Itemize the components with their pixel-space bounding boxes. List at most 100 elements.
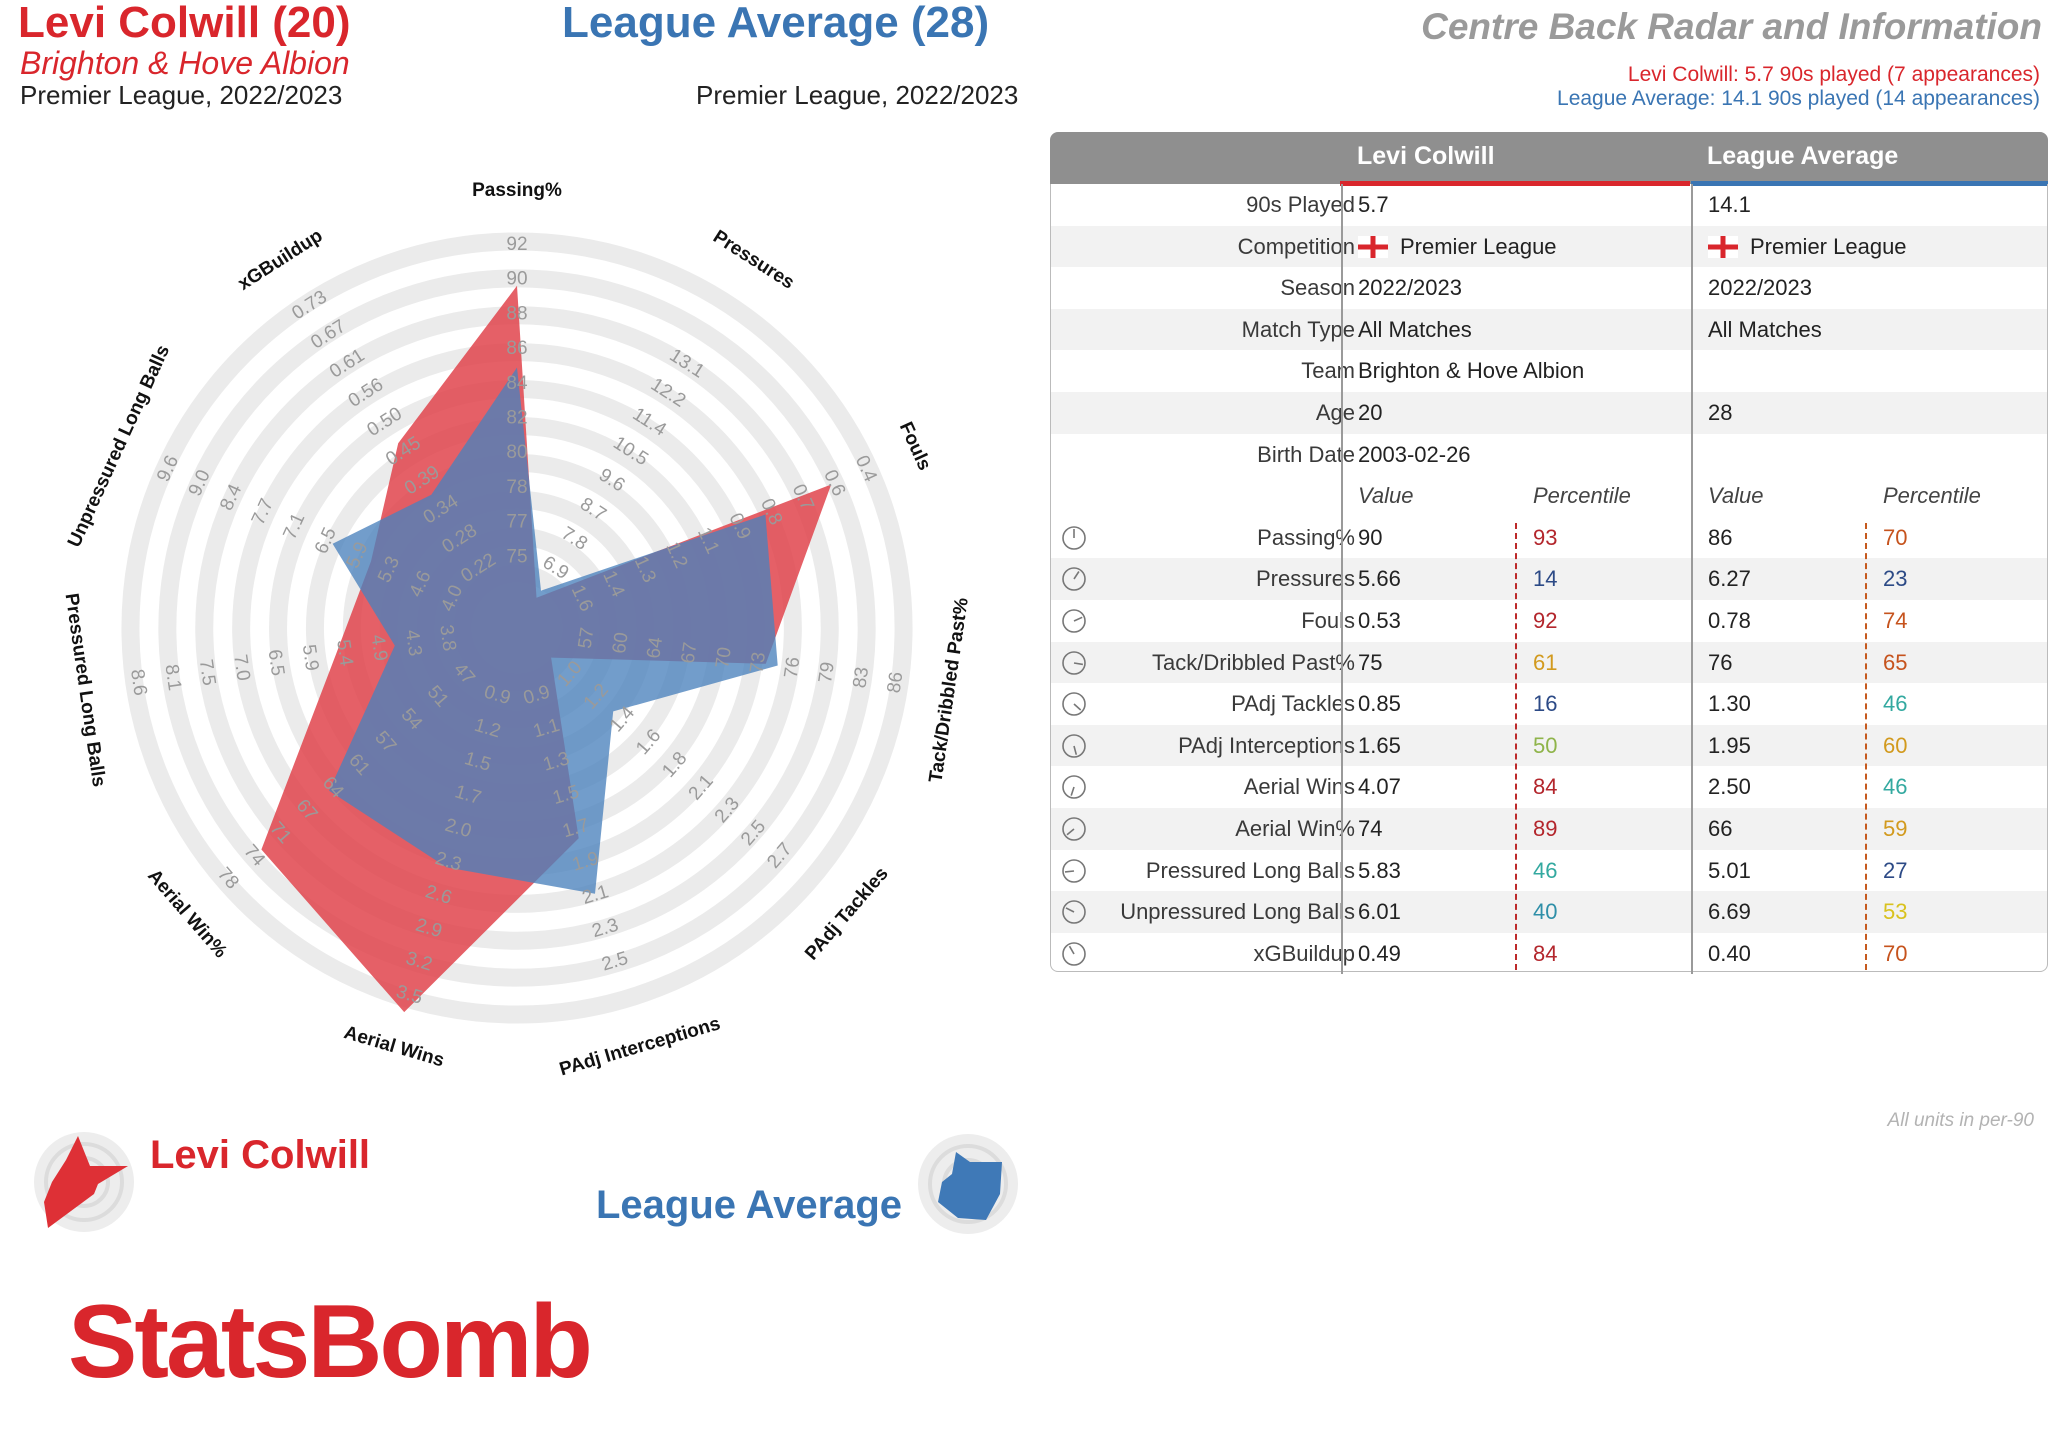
league-competition: Premier League, 2022/2023 (696, 80, 1019, 110)
radar-tick-label: 92 (506, 234, 527, 255)
league-stat-percentile: 74 (1883, 608, 1908, 633)
league-stat-value: 1.95 (1708, 732, 1751, 758)
player-info-value: All Matches (1358, 316, 1472, 342)
league-stat-value: 5.01 (1708, 857, 1751, 883)
row-label: Age (1315, 400, 1355, 425)
percentile-divider (1865, 522, 1867, 971)
player-stat-value: 5.66 (1358, 566, 1401, 592)
stat-label: Passing% (1257, 524, 1355, 550)
league-stat-percentile: 59 (1883, 816, 1908, 841)
dial-icon (1062, 609, 1086, 633)
table-header: Levi Colwill League Average (1050, 132, 2048, 186)
stat-label: xGBuildup (1253, 940, 1355, 966)
radar-axis-label: Fouls (895, 419, 935, 474)
dial-icon (1062, 775, 1086, 800)
radar-tick-label: 64 (643, 635, 667, 659)
league-info-value: Premier League (1750, 233, 1907, 259)
radar-axis-label: Passing% (472, 180, 562, 201)
radar-tick-label: 82 (506, 408, 527, 429)
radar-tick-label: 67 (678, 641, 702, 665)
league-stat-value: 2.50 (1708, 774, 1751, 800)
radar-tick-label: 73 (746, 651, 770, 675)
radar-tick-label: 8.6 (126, 668, 151, 697)
player-competition: Premier League, 2022/2023 (20, 80, 343, 110)
column-divider (1691, 184, 1693, 975)
row-label: 90s Played (1246, 192, 1355, 217)
league-legend-icon (918, 1134, 1018, 1234)
radar-tick-label: 86 (506, 338, 527, 359)
league-title: League Average (28) (562, 0, 990, 47)
row-label: Competition (1237, 233, 1355, 259)
units-note: All units in per-90 (1887, 1110, 2034, 1131)
player-value-subheader: Value (1358, 483, 1414, 509)
player-percentile-subheader: Percentile (1533, 483, 1631, 509)
player-stat-value: 0.49 (1358, 940, 1401, 966)
player-stat-value: 0.85 (1358, 691, 1401, 717)
table-row: Pressures 5.66 14 6.27 23 (1051, 558, 2047, 600)
table-row: Birth Date 2003-02-26 (1051, 434, 2047, 476)
stat-label: Pressures (1255, 566, 1355, 592)
table-row: Tack/Dribbled Past% 75 61 76 65 (1051, 641, 2047, 684)
league-stat-percentile: 27 (1883, 857, 1908, 883)
table-row: Aerial Wins 4.07 84 2.50 46 (1051, 766, 2047, 808)
player-info-value: 2022/2023 (1358, 275, 1462, 301)
radar-axis-label: Tack/Dribbled Past% (925, 596, 972, 784)
player-stat-percentile: 14 (1533, 566, 1558, 592)
league-stat-value: 86 (1708, 524, 1733, 550)
league-info-value: 2022/2023 (1708, 275, 1812, 301)
league-stat-percentile: 70 (1883, 940, 1908, 966)
dial-icon (1062, 733, 1086, 758)
radar-tick-label: 83 (849, 666, 873, 690)
radar-tick-label: 78 (506, 477, 527, 498)
player-stat-value: 6.01 (1358, 899, 1401, 925)
player-stat-percentile: 84 (1533, 940, 1558, 966)
radar-tick-label: 60 (609, 631, 633, 655)
league-stat-value: 1.30 (1708, 691, 1751, 717)
league-stat-value: 6.69 (1708, 899, 1751, 925)
stat-label: PAdj Interceptions (1178, 732, 1355, 758)
row-label: Birth Date (1257, 441, 1355, 467)
table-row: Passing% 90 93 86 70 (1051, 517, 2047, 559)
radar-tick-label: 7.0 (229, 653, 254, 682)
table-row: PAdj Interceptions 1.65 50 1.95 60 (1051, 724, 2047, 767)
player-stat-value: 90 (1358, 524, 1383, 550)
radar-axis-label: Pressured Long Balls (61, 592, 110, 788)
player-stat-percentile: 92 (1533, 608, 1558, 633)
radar-axis-label: Aerial Wins (342, 1022, 447, 1071)
table-row: Pressured Long Balls 5.83 46 5.01 27 (1051, 850, 2047, 892)
england-flag-icon (1708, 235, 1738, 258)
league-percentile-subheader: Percentile (1883, 483, 1981, 509)
radar-tick-label: 8.1 (160, 663, 185, 692)
league-stat-percentile: 65 (1883, 649, 1908, 675)
radar-tick-label: 84 (506, 373, 528, 394)
stat-label: PAdj Tackles (1231, 691, 1355, 717)
league-legend-label: League Average (596, 1183, 903, 1227)
radar-title: Centre Back Radar and Information (1421, 6, 2042, 47)
league-stat-value: 6.27 (1708, 566, 1751, 592)
stat-label: Aerial Win% (1235, 816, 1355, 841)
player-title: Levi Colwill (20) (18, 0, 351, 47)
table-row: 90s Played 5.7 14.1 (1051, 184, 2047, 226)
player-legend-label: Levi Colwill (150, 1133, 371, 1177)
player-stat-value: 75 (1358, 649, 1383, 675)
table-row: Fouls 0.53 92 0.78 74 (1051, 600, 2047, 642)
column-divider (1341, 184, 1343, 975)
dial-icon (1062, 567, 1086, 592)
league-info-value: All Matches (1708, 316, 1822, 342)
league-stat-value: 76 (1708, 649, 1733, 675)
league-stat-value: 0.40 (1708, 940, 1751, 966)
player-stat-percentile: 61 (1533, 649, 1558, 675)
row-label: Match Type (1241, 316, 1355, 342)
dial-icon (1062, 650, 1086, 675)
player-info-value: 2003-02-26 (1358, 441, 1471, 467)
player-stat-percentile: 93 (1533, 524, 1558, 550)
radar-tick-label: 57 (575, 626, 599, 650)
radar-tick-label: 4.9 (367, 633, 392, 662)
radar-tick-label: 70 (712, 646, 736, 670)
league-radar-area (329, 367, 778, 894)
percentile-divider (1515, 522, 1517, 971)
league-value-subheader: Value (1708, 483, 1764, 509)
player-stat-value: 74 (1358, 816, 1383, 841)
table-row: Competition Premier League Premier League (1051, 225, 2047, 268)
radar-tick-label: 80 (506, 442, 527, 463)
